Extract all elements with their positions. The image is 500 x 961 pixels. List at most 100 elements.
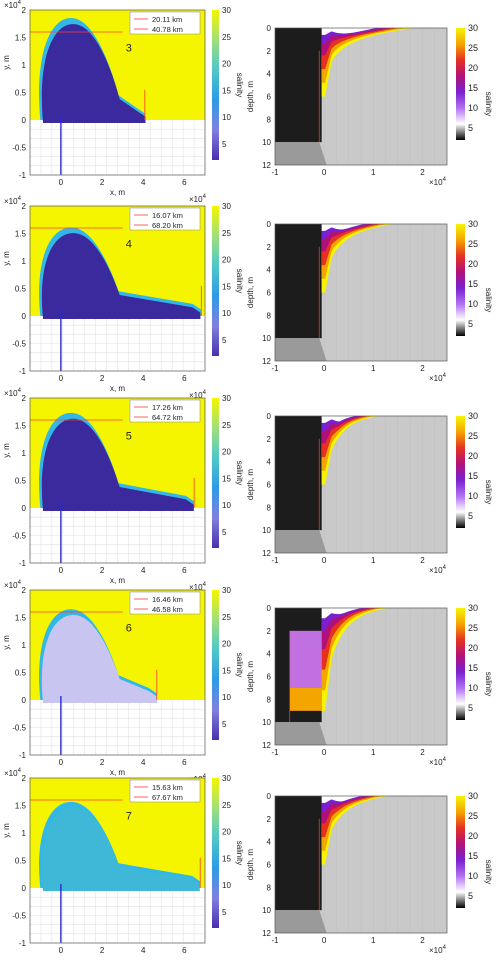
plot-frame xyxy=(29,9,206,176)
y-tick-label: 12 xyxy=(262,929,271,938)
x-exponent: ×104 xyxy=(429,373,447,383)
y-tick-label: 8 xyxy=(267,695,272,704)
x-tick-label: 1 xyxy=(371,748,376,757)
colorbar-tick-label: 10 xyxy=(468,299,478,309)
legend-entry: 16.46 km xyxy=(152,595,183,604)
x-tick-label: 0 xyxy=(322,556,327,565)
colorbar-tick-label: 10 xyxy=(468,683,478,693)
colorbar-tick-label: 5 xyxy=(222,908,227,917)
colorbar-tick-label: 20 xyxy=(468,451,478,461)
colorbar xyxy=(212,206,219,356)
x-tick-label: 4 xyxy=(141,566,146,575)
x-axis-label: x, m xyxy=(110,384,125,393)
y-tick-label: 4 xyxy=(267,650,272,659)
colorbar-tick-label: 25 xyxy=(222,613,231,622)
colorbar-tick-label: 15 xyxy=(468,851,478,861)
y-tick-label: 0 xyxy=(267,220,272,229)
y-axis-label: y, m xyxy=(2,55,11,70)
x-tick-label: 0 xyxy=(322,168,327,177)
plot-frame xyxy=(29,397,206,564)
y-tick-label: 1 xyxy=(22,829,27,838)
plot-frame xyxy=(274,607,448,746)
colorbar-tick-label: 20 xyxy=(222,448,231,457)
y-tick-label: -1 xyxy=(19,367,27,376)
colorbar-tick-label: 25 xyxy=(468,811,478,821)
x-tick-label: 4 xyxy=(141,946,146,955)
colorbar-tick-label: 30 xyxy=(468,411,478,421)
plot-frame xyxy=(29,777,206,944)
dark-region xyxy=(275,28,322,143)
x-tick-label: 2 xyxy=(100,946,105,955)
x-exponent: ×104 xyxy=(189,390,207,400)
colorbar-tick-label: 20 xyxy=(468,259,478,269)
y-tick-label: -1 xyxy=(19,751,27,760)
y-tick-label: 8 xyxy=(267,115,272,124)
y-axis-label: y, m xyxy=(2,635,11,650)
x-exponent: ×104 xyxy=(429,945,447,955)
y-tick-label: -0.5 xyxy=(12,144,26,153)
x-tick-label: -1 xyxy=(271,364,279,373)
legend-entry: 15.63 km xyxy=(152,783,183,792)
legend-box xyxy=(129,779,201,803)
y-tick-label: 0.5 xyxy=(15,89,27,98)
x-tick-label: 6 xyxy=(182,374,187,383)
x-tick-label: 1 xyxy=(371,936,376,945)
colorbar-tick-label: 10 xyxy=(222,113,231,122)
colorbar xyxy=(212,590,219,740)
seabed xyxy=(275,910,327,933)
y-tick-label: 1 xyxy=(22,641,27,650)
y-exponent: ×104 xyxy=(4,388,22,398)
y-tick-label: 2 xyxy=(22,202,27,211)
legend-entry: 40.78 km xyxy=(152,25,183,34)
y-tick-label: 10 xyxy=(262,906,271,915)
plume-core xyxy=(41,807,200,891)
y-exponent: ×104 xyxy=(4,580,22,590)
seabed xyxy=(275,722,327,745)
plume-layer xyxy=(321,416,361,432)
y-axis-label: depth, m xyxy=(246,661,255,692)
y-tick-label: 2 xyxy=(267,627,272,636)
y-tick-label: 0.5 xyxy=(15,857,27,866)
plume-core xyxy=(41,24,146,123)
x-tick-label: 0 xyxy=(59,178,64,187)
y-tick-label: 0.5 xyxy=(15,669,27,678)
colorbar-tick-label: 25 xyxy=(222,801,231,810)
y-tick-label: -0.5 xyxy=(12,912,26,921)
colorbar-label: salinity xyxy=(484,92,493,116)
x-tick-label: 4 xyxy=(141,374,146,383)
colorbar-tick-label: 30 xyxy=(222,774,231,783)
x-exponent: ×104 xyxy=(429,565,447,575)
y-axis-label: y, m xyxy=(2,251,11,266)
x-tick-label: 0 xyxy=(59,758,64,767)
x-exponent: ×104 xyxy=(429,177,447,187)
seabed xyxy=(275,142,327,165)
y-tick-label: 0 xyxy=(22,312,27,321)
colorbar-tick-label: 5 xyxy=(222,140,227,149)
x-tick-label: 2 xyxy=(420,748,425,757)
y-tick-label: 12 xyxy=(262,357,271,366)
plume-layer xyxy=(321,608,367,631)
y-tick-label: 8 xyxy=(267,311,272,320)
plot-frame xyxy=(274,795,448,934)
x-exponent: ×104 xyxy=(429,757,447,767)
x-tick-label: 4 xyxy=(141,178,146,187)
colorbar-tick-label: 5 xyxy=(468,703,473,713)
x-tick-label: 2 xyxy=(420,936,425,945)
y-tick-label: -1 xyxy=(19,171,27,180)
colorbar-tick-label: 5 xyxy=(222,528,227,537)
y-tick-label: 12 xyxy=(262,161,271,170)
x-tick-label: -1 xyxy=(271,168,279,177)
colorbar-tick-label: 30 xyxy=(468,219,478,229)
y-axis-label: y, m xyxy=(2,823,11,838)
x-axis-label: x, m xyxy=(110,188,125,197)
y-tick-label: 2 xyxy=(267,435,272,444)
colorbar-tick-label: 5 xyxy=(468,891,473,901)
x-tick-label: 0 xyxy=(322,936,327,945)
x-tick-label: 0 xyxy=(59,374,64,383)
colorbar-tick-label: 15 xyxy=(468,83,478,93)
